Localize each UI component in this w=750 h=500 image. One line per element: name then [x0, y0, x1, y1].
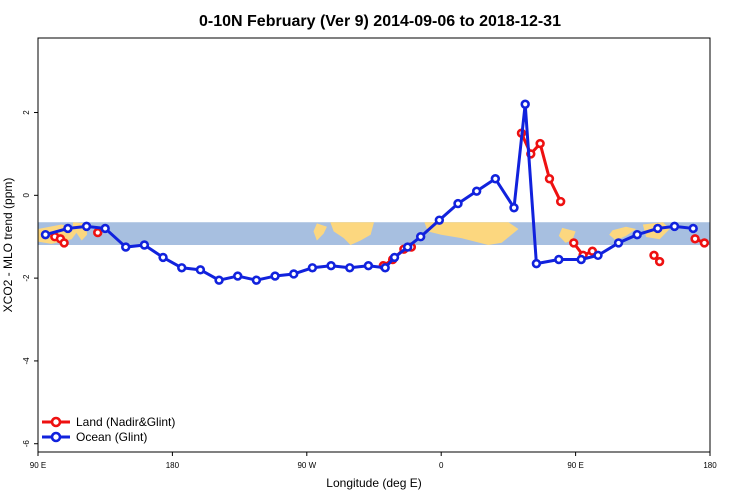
data-point [195, 265, 206, 275]
data-point [593, 250, 603, 261]
data-point [214, 275, 224, 285]
data-point [345, 263, 355, 273]
x-tick-label: 90 E [567, 461, 583, 470]
data-point [121, 242, 131, 252]
data-point [669, 221, 680, 232]
data-point [554, 254, 564, 265]
data-point [307, 263, 318, 273]
data-point [389, 252, 400, 263]
legend-marker [50, 416, 62, 428]
data-point [531, 258, 542, 269]
x-tick-label: 90 E [30, 461, 46, 470]
data-point [59, 238, 69, 248]
data-point [93, 227, 103, 238]
data-point [402, 242, 413, 252]
data-point [81, 221, 92, 232]
data-point [690, 234, 700, 244]
x-tick-label: 180 [166, 461, 180, 470]
data-point [649, 250, 659, 261]
data-point [490, 174, 501, 184]
data-point [471, 186, 482, 196]
data-point [63, 223, 73, 234]
data-point [233, 271, 243, 281]
x-tick-label: 180 [703, 461, 717, 470]
map-band-land [313, 223, 327, 241]
series-layer [40, 99, 710, 285]
data-point [535, 138, 545, 149]
map-band-land [609, 226, 637, 241]
map-band-land [424, 222, 519, 245]
data-point [363, 261, 374, 271]
y-axis: -6 -4 -2 0 2 [22, 110, 38, 448]
y-tick-label: -6 [22, 440, 31, 448]
y-tick-label: 0 [22, 193, 31, 198]
data-point [380, 263, 390, 273]
x-tick-label: 90 W [297, 461, 316, 470]
map-band [38, 222, 710, 245]
data-point [632, 229, 642, 240]
plot-frame [37, 37, 711, 453]
map-band-ocean [38, 222, 710, 245]
y-tick-label: -2 [22, 274, 31, 282]
data-point [139, 240, 150, 250]
x-axis-label: Longitude (deg E) [326, 476, 421, 490]
data-point [613, 238, 624, 248]
series-ocean [40, 99, 698, 285]
data-point [251, 275, 262, 285]
legend-label: Land (Nadir&Glint) [76, 415, 175, 429]
data-point [520, 99, 530, 109]
data-point [688, 223, 698, 234]
data-point [270, 271, 280, 281]
data-point [576, 254, 586, 265]
data-point [326, 261, 336, 271]
data-point [158, 252, 168, 263]
data-point [654, 256, 665, 267]
data-point [555, 196, 566, 207]
data-point [699, 238, 710, 248]
legend-marker [50, 431, 62, 443]
map-band-land [330, 222, 374, 245]
x-axis: 90 E 180 90 W 0 90 E 180 [30, 452, 717, 470]
x-tick-label: 0 [439, 461, 444, 470]
data-point [509, 203, 519, 213]
data-point [415, 232, 426, 242]
data-point [544, 174, 555, 184]
data-point [434, 215, 445, 225]
data-point [569, 238, 579, 248]
y-tick-label: -4 [22, 357, 31, 365]
y-axis-label: XCO2 - MLO trend (ppm) [1, 178, 15, 313]
data-point [100, 223, 110, 234]
legend-label: Ocean (Glint) [76, 430, 147, 444]
data-point [653, 223, 663, 234]
y-tick-label: 2 [22, 110, 31, 115]
chart-title: 0-10N February (Ver 9) 2014-09-06 to 201… [199, 13, 561, 30]
data-point [289, 269, 299, 279]
data-point [40, 229, 51, 240]
data-point [453, 198, 463, 209]
data-point [177, 263, 187, 273]
legend: Land (Nadir&Glint)Ocean (Glint) [42, 415, 175, 444]
